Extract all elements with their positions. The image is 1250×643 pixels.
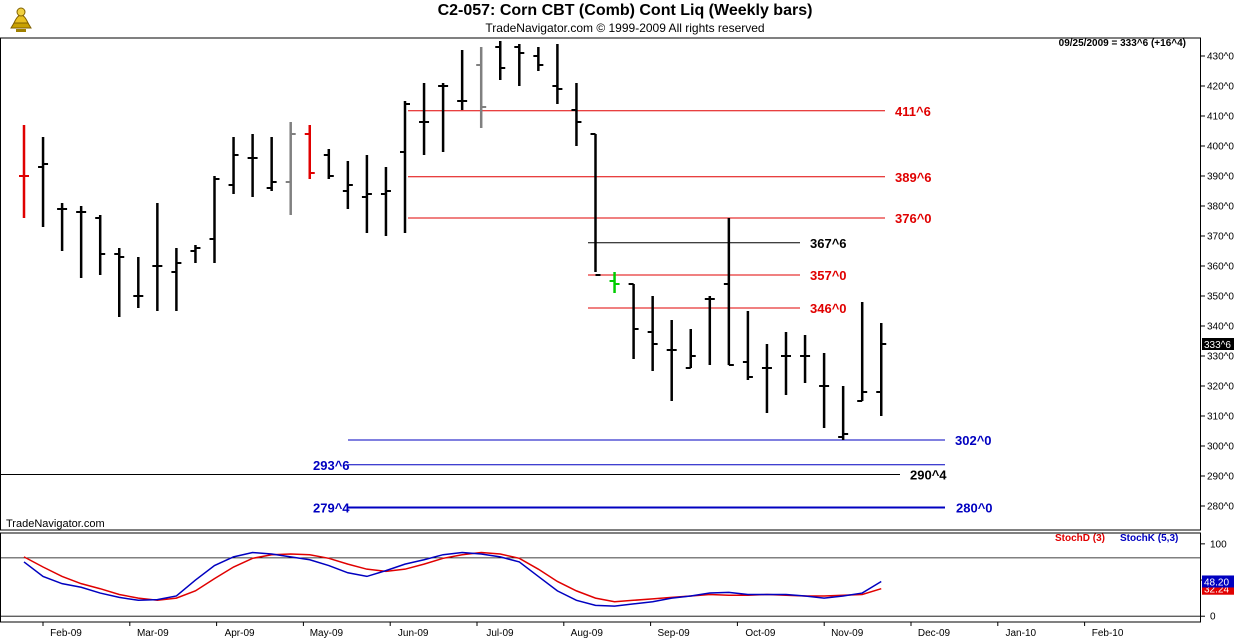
level-label-279-4: 279^4: [313, 501, 350, 516]
x-tick-label: Aug-09: [571, 628, 604, 639]
level-label-346-0: 346^0: [810, 301, 847, 316]
level-label-389-6: 389^6: [895, 170, 932, 185]
level-label-290-4: 290^4: [910, 468, 947, 483]
y-tick-label: 330^0: [1207, 352, 1234, 363]
y-tick-label: 360^0: [1207, 262, 1234, 273]
level-label-357-0: 357^0: [810, 268, 847, 283]
y-tick-label: 310^0: [1207, 412, 1234, 423]
y-tick-label: 400^0: [1207, 142, 1234, 153]
stoch-tick-label: 100: [1210, 539, 1227, 550]
last-price-box: [1202, 338, 1234, 350]
x-tick-label: Oct-09: [745, 628, 775, 639]
chart-header: C2-057: Corn CBT (Comb) Cont Liq (Weekly…: [0, 0, 1250, 38]
x-tick-label: Sep-09: [657, 628, 690, 639]
x-tick-label: Mar-09: [137, 628, 169, 639]
copyright-subtitle: TradeNavigator.com © 1999-2009 All right…: [485, 21, 765, 35]
last-price-label: 333^6: [1204, 340, 1231, 351]
level-label-411-6: 411^6: [895, 104, 931, 119]
last-quote: 09/25/2009 = 333^6 (+16^4): [1058, 38, 1186, 49]
x-tick-label: Nov-09: [831, 628, 864, 639]
price-panel-frame: [0, 37, 1201, 531]
bull-bear-trophy-icon: [10, 7, 32, 32]
x-tick-label: Jan-10: [1006, 628, 1037, 639]
stochk-legend: StochK (5,3): [1120, 533, 1179, 544]
stoch-last-label: 48.20: [1204, 577, 1229, 588]
x-tick-label: Apr-09: [225, 628, 255, 639]
y-tick-label: 380^0: [1207, 202, 1234, 213]
y-tick-label: 390^0: [1207, 172, 1234, 183]
stoch-last-box: [1202, 575, 1234, 588]
stoch-line-k: [23, 551, 882, 607]
chart-title: C2-057: Corn CBT (Comb) Cont Liq (Weekly…: [437, 2, 813, 19]
level-label-280-0: 280^0: [956, 501, 993, 516]
level-label-376-0: 376^0: [895, 211, 932, 226]
y-tick-label: 420^0: [1207, 82, 1234, 93]
x-tick-label: Jul-09: [486, 628, 514, 639]
y-tick-label: 410^0: [1207, 112, 1234, 123]
level-label-302-0: 302^0: [955, 433, 992, 448]
x-tick-label: Jun-09: [398, 628, 429, 639]
stoch-line-d: [23, 551, 882, 603]
y-tick-label: 290^0: [1207, 472, 1234, 483]
x-tick-label: Dec-09: [918, 628, 951, 639]
stoch-last-label: 32.24: [1204, 585, 1229, 596]
stochd-legend: StochD (3): [1055, 533, 1105, 544]
y-tick-label: 340^0: [1207, 322, 1234, 333]
watermark: TradeNavigator.com: [6, 518, 105, 530]
level-label-367-6: 367^6: [810, 236, 847, 251]
y-tick-label: 320^0: [1207, 382, 1234, 393]
y-tick-label: 280^0: [1207, 502, 1234, 513]
x-tick-label: Feb-09: [50, 628, 82, 639]
level-label-293-6: 293^6: [313, 458, 350, 473]
y-tick-label: 350^0: [1207, 292, 1234, 303]
x-tick-label: Feb-10: [1092, 628, 1124, 639]
stoch-tick-label: 0: [1210, 612, 1216, 623]
y-tick-label: 300^0: [1207, 442, 1234, 453]
y-tick-label: 370^0: [1207, 232, 1234, 243]
x-tick-label: May-09: [310, 628, 344, 639]
stoch-panel-frame: [0, 532, 1201, 623]
y-tick-label: 430^0: [1207, 52, 1234, 63]
